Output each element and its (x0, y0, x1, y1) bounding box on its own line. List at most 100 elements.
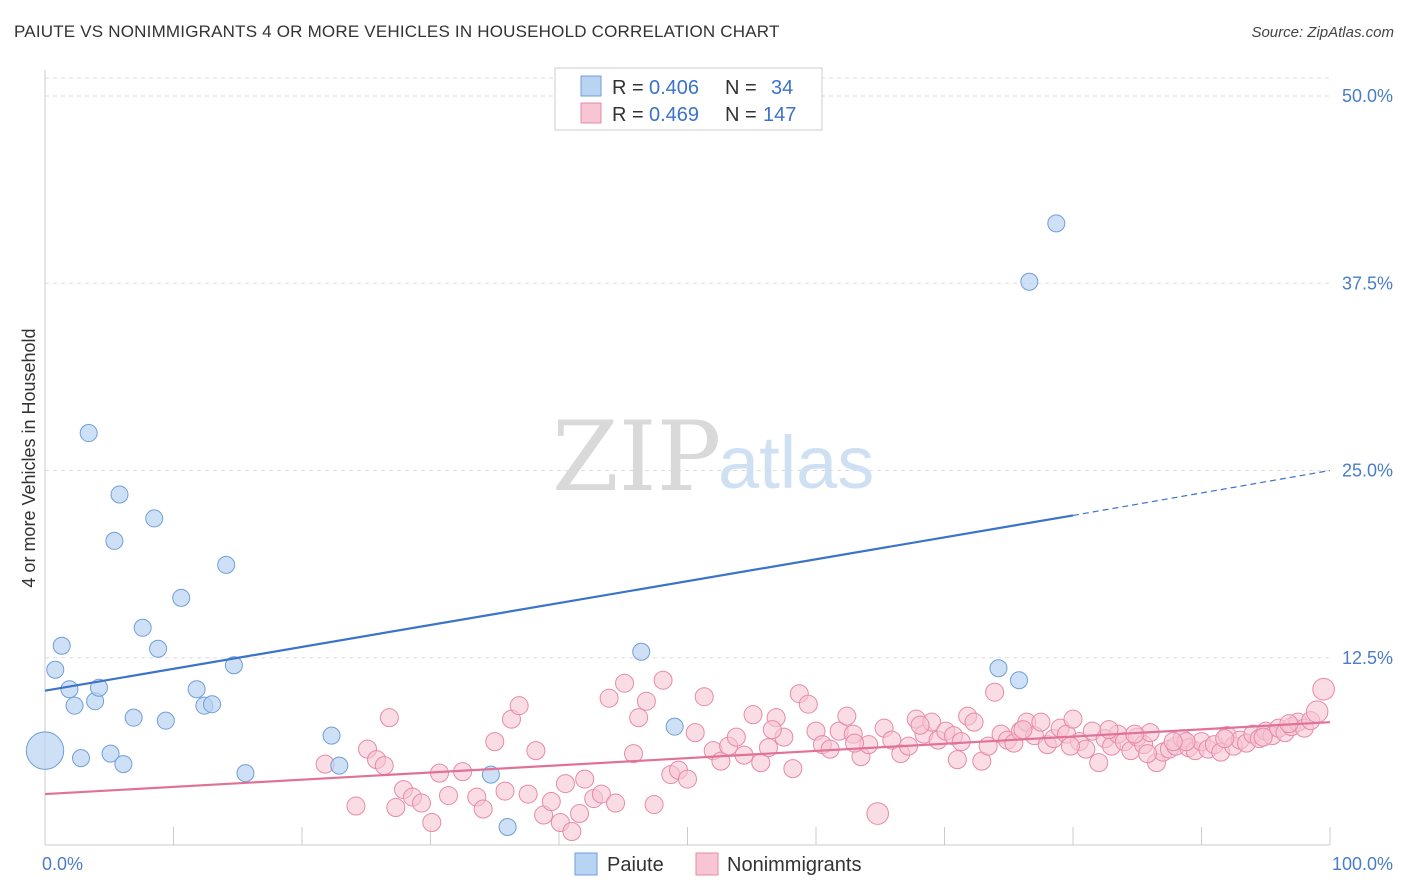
nonimmigrants-point (1063, 709, 1083, 729)
nonimmigrants-point (422, 813, 442, 833)
nonimmigrants-point (1089, 753, 1109, 773)
paiute-point (1047, 214, 1066, 233)
nonimmigrants-point (1060, 736, 1080, 756)
nonimmigrants-point (495, 781, 515, 801)
nonimmigrants-point (1076, 739, 1096, 759)
nonimmigrants-points (315, 670, 1335, 842)
nonimmigrants-point (386, 798, 406, 818)
nonimmigrants-point (636, 691, 656, 711)
x-ticks (44, 827, 1331, 845)
legend-swatch-nonimmigrants (580, 102, 602, 124)
nonimmigrants-point (591, 784, 611, 804)
paiute-point (46, 660, 65, 679)
nonimmigrants-point (615, 673, 635, 693)
paiute-point (133, 618, 152, 637)
nonimmigrants-point (1312, 677, 1335, 701)
nonimmigrants-point (685, 723, 705, 743)
nonimmigrants-point (599, 688, 619, 708)
nonimmigrants-point (762, 720, 782, 740)
nonimmigrants-point (947, 750, 967, 770)
legend-r-value-paiute: 0.406 (649, 77, 699, 99)
nonimmigrants-point (575, 769, 595, 789)
paiute-point (114, 755, 133, 774)
nonimmigrants-point (985, 682, 1005, 702)
watermark: ZIP atlas (552, 401, 874, 513)
paiute-point (156, 711, 175, 730)
y-tick-label-0: 12.5% (1342, 648, 1393, 668)
nonimmigrants-point (562, 822, 582, 842)
nonimmigrants-point (910, 715, 930, 735)
nonimmigrants-point (758, 738, 778, 758)
paiute-point (65, 696, 84, 715)
legend-bottom-label-nonimmigrants: Nonimmigrants (727, 854, 861, 876)
legend-n-value-nonimmigrants: 147 (763, 104, 796, 126)
paiute-point (124, 708, 143, 727)
y-tick-label-3: 50.0% (1342, 86, 1393, 106)
legend-n-label-paiute: N = (725, 77, 757, 99)
nonimmigrants-point (570, 804, 590, 824)
nonimmigrants-point (644, 795, 664, 815)
x-tick-label-max: 100.0% (1332, 854, 1393, 874)
nonimmigrants-trend-line (44, 721, 1331, 796)
nonimmigrants-point (1215, 729, 1235, 749)
paiute-point (498, 818, 517, 837)
legend-bottom-label-paiute: Paiute (607, 854, 664, 876)
paiute-point (1020, 272, 1039, 291)
paiute-point (217, 555, 236, 574)
watermark-atlas: atlas (718, 421, 874, 504)
nonimmigrants-point (606, 793, 626, 813)
nonimmigrants-point (526, 741, 546, 761)
paiute-point (25, 731, 65, 770)
paiute-point (330, 756, 349, 775)
nonimmigrants-point (541, 792, 561, 812)
legend-n-label-nonimmigrants: N = (725, 104, 757, 126)
paiute-trend-extension (1072, 469, 1331, 517)
nonimmigrants-point (1013, 720, 1033, 740)
nonimmigrants-point (882, 730, 902, 750)
nonimmigrants-point (412, 793, 432, 813)
legend-top: R = 0.406 N = 34 R = 0.469 N = 147 (554, 67, 823, 131)
paiute-point (224, 656, 243, 675)
paiute-point (187, 680, 206, 699)
nonimmigrants-point (1138, 744, 1158, 764)
paiute-point (145, 509, 164, 528)
paiute-point (665, 717, 684, 736)
y-tick-labels: 12.5% 25.0% 37.5% 50.0% (1342, 86, 1393, 668)
paiute-point (322, 726, 341, 745)
watermark-zip: ZIP (552, 401, 721, 513)
paiute-point (1010, 671, 1029, 690)
paiute-point (89, 678, 108, 697)
legend-r-value-nonimmigrants: 0.469 (649, 104, 699, 126)
nonimmigrants-point (964, 712, 984, 732)
nonimmigrants-point (1163, 732, 1183, 752)
paiute-trend-line (44, 514, 1074, 692)
nonimmigrants-point (518, 784, 538, 804)
paiute-point (989, 659, 1008, 678)
paiute-point (52, 636, 71, 655)
nonimmigrants-point (866, 802, 889, 825)
paiute-point (105, 531, 124, 550)
legend-bottom-swatch-paiute (574, 852, 598, 876)
paiute-point (632, 642, 651, 661)
nonimmigrants-point (374, 756, 394, 776)
nonimmigrants-point (379, 708, 399, 728)
chart-title: PAIUTE VS NONIMMIGRANTS 4 OR MORE VEHICL… (14, 22, 780, 41)
nonimmigrants-point (694, 687, 714, 707)
nonimmigrants-point (1253, 727, 1273, 747)
nonimmigrants-point (783, 759, 803, 779)
nonimmigrants-point (629, 708, 649, 728)
nonimmigrants-point (653, 670, 673, 690)
y-axis-title: 4 or more Vehicles in Household (19, 328, 39, 587)
nonimmigrants-point (473, 799, 493, 819)
legend-n-value-paiute: 34 (771, 77, 793, 99)
nonimmigrants-point (743, 705, 763, 725)
paiute-points (25, 214, 1066, 837)
paiute-point (60, 680, 79, 699)
nonimmigrants-point (678, 769, 697, 789)
nonimmigrants-point (438, 786, 458, 806)
nonimmigrants-point (346, 796, 366, 816)
nonimmigrants-point (1305, 700, 1329, 723)
nonimmigrants-point (837, 706, 857, 726)
paiute-point (101, 744, 120, 763)
